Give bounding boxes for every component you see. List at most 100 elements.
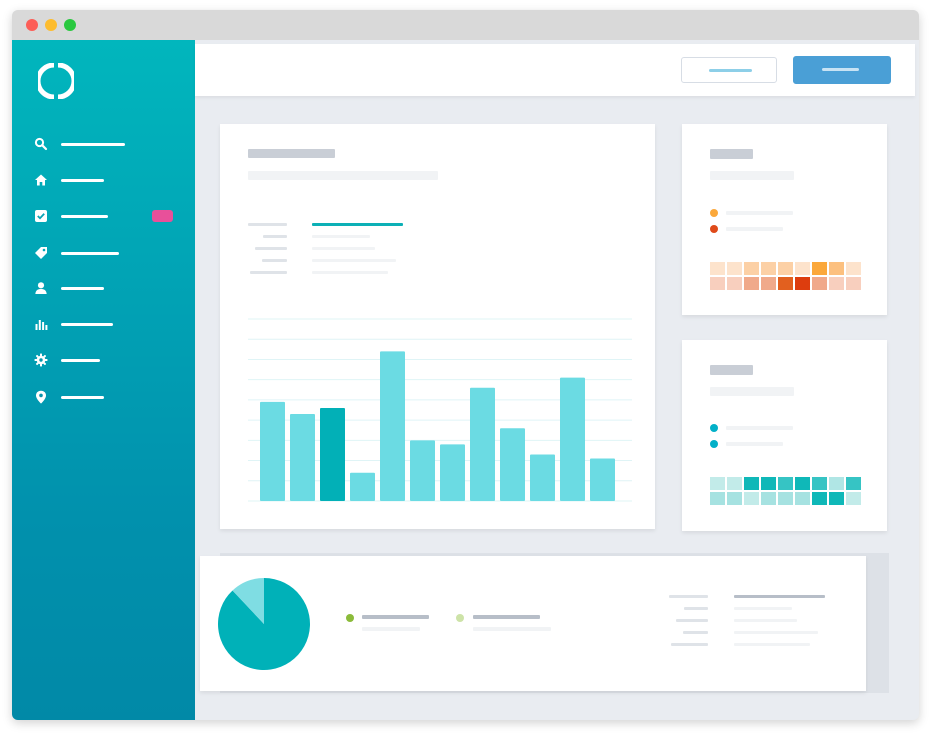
heatmap-cell: [812, 277, 827, 290]
heatmap-cell: [829, 477, 844, 490]
browser-window: [12, 10, 919, 720]
info-label: [671, 643, 708, 646]
tag-icon: [35, 247, 47, 259]
chart-bar[interactable]: [320, 407, 345, 501]
chart-bar[interactable]: [500, 428, 525, 501]
heatmap-cell: [727, 492, 742, 505]
info-label: [250, 271, 287, 274]
sidebar-item-tasks[interactable]: [12, 203, 195, 230]
sidebar-item-search[interactable]: [12, 131, 195, 158]
chart-bar[interactable]: [290, 414, 315, 501]
sidebar-item-reports[interactable]: [12, 311, 195, 338]
heatmap: [710, 477, 861, 505]
info-value: [312, 235, 370, 238]
sidebar-item-locations[interactable]: [12, 384, 195, 411]
card-title: [710, 149, 753, 159]
sidebar: [12, 40, 195, 720]
chart-bar[interactable]: [530, 454, 555, 501]
heatmap-cell: [761, 492, 776, 505]
heatmap-cell: [710, 492, 725, 505]
card-title: [248, 149, 335, 158]
sidebar-item-label: [61, 323, 113, 326]
legend-dot: [710, 424, 718, 432]
heatmap-cell: [795, 492, 810, 505]
heatmap-cell: [846, 277, 861, 290]
info-value: [734, 631, 818, 634]
sidebar-item-tags[interactable]: [12, 240, 195, 267]
pie-slice[interactable]: [232, 578, 264, 624]
sidebar-item-settings[interactable]: [12, 347, 195, 374]
chart-bar[interactable]: [590, 458, 615, 501]
secondary-button[interactable]: [681, 57, 777, 83]
heatmap-cell: [710, 277, 725, 290]
heatmap-cell: [812, 477, 827, 490]
user-icon: [35, 282, 47, 294]
card-subtitle: [710, 387, 794, 396]
info-label: [262, 259, 287, 262]
chart-bar[interactable]: [350, 472, 375, 501]
info-value: [312, 259, 396, 262]
heatmap-cell: [829, 492, 844, 505]
heatmap: [710, 262, 861, 290]
sidebar-item-label: [61, 287, 104, 290]
heatmap-cell: [710, 262, 725, 275]
heatmap-cell: [710, 477, 725, 490]
ring-logo-icon[interactable]: [38, 63, 74, 99]
primary-button[interactable]: [793, 56, 891, 84]
legend-value: [362, 627, 420, 631]
heatmap-cell: [846, 492, 861, 505]
chart-bar[interactable]: [560, 377, 585, 501]
legend-dot: [710, 209, 718, 217]
gear-icon: [34, 353, 48, 367]
info-value: [312, 247, 375, 250]
side-card-top: [682, 124, 887, 315]
bar-chart: [248, 318, 632, 502]
chart-bar[interactable]: [440, 444, 465, 501]
info-label: [669, 595, 708, 598]
location-pin-icon: [36, 390, 46, 404]
chart-bar[interactable]: [410, 440, 435, 501]
chart-bar[interactable]: [380, 351, 405, 501]
minimize-window-button[interactable]: [45, 19, 57, 31]
info-value: [734, 619, 797, 622]
heatmap-cell: [727, 477, 742, 490]
heatmap-cell: [778, 277, 793, 290]
info-label: [676, 619, 708, 622]
info-value-highlight: [312, 223, 403, 226]
card-subtitle: [710, 171, 794, 180]
search-icon: [34, 137, 48, 151]
bar-chart-icon: [35, 320, 48, 330]
sidebar-item-label: [61, 359, 100, 362]
heatmap-cell: [744, 277, 759, 290]
chart-bar[interactable]: [260, 401, 285, 501]
sidebar-item-label: [61, 252, 119, 255]
close-window-button[interactable]: [26, 19, 38, 31]
sidebar-item-home[interactable]: [12, 167, 195, 194]
heatmap-cell: [744, 262, 759, 275]
info-value: [734, 595, 825, 598]
heatmap-cell: [795, 477, 810, 490]
card-subtitle: [248, 171, 438, 180]
legend-dot: [346, 614, 354, 622]
heatmap-cell: [795, 262, 810, 275]
chart-bar[interactable]: [470, 387, 495, 501]
info-value: [312, 271, 388, 274]
info-label: [684, 607, 708, 610]
legend-value: [473, 627, 551, 631]
legend-label: [473, 615, 540, 619]
heatmap-cell: [829, 277, 844, 290]
heatmap-cell: [778, 477, 793, 490]
info-value: [734, 643, 810, 646]
checkbox-icon: [35, 210, 47, 222]
heatmap-cell: [778, 262, 793, 275]
legend-label: [726, 426, 793, 430]
card-title: [710, 365, 753, 375]
info-label: [255, 247, 287, 250]
info-value: [734, 607, 792, 610]
heatmap-cell: [812, 492, 827, 505]
zoom-window-button[interactable]: [64, 19, 76, 31]
sidebar-item-users[interactable]: [12, 275, 195, 302]
main-chart-card: [220, 124, 655, 529]
home-icon: [35, 174, 47, 186]
sidebar-item-label: [61, 179, 104, 182]
